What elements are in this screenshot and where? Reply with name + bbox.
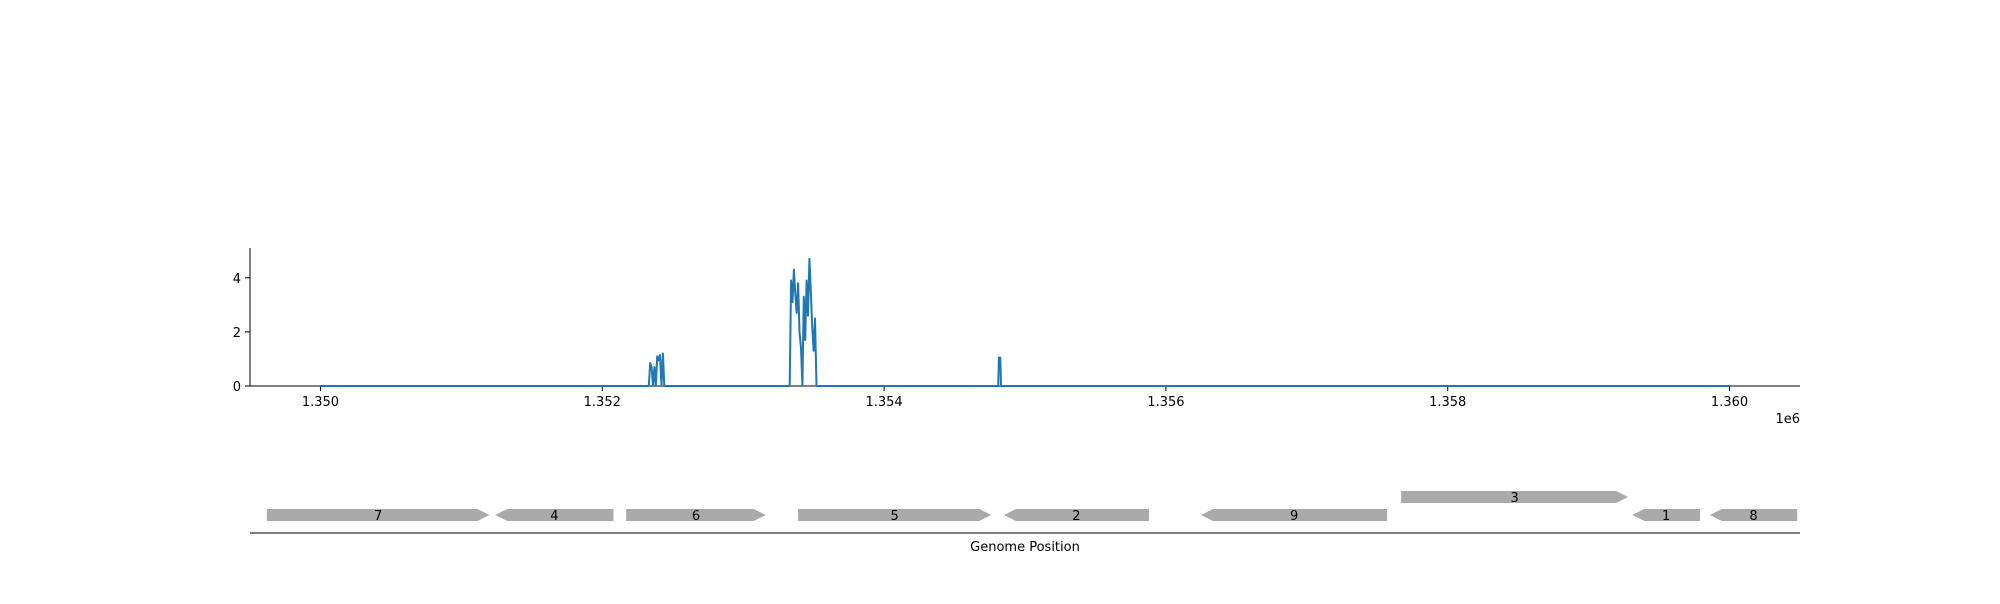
gene-arrow: [495, 509, 614, 521]
x-tick-label: 1.358: [1429, 395, 1466, 410]
x-tick-label: 1.354: [865, 395, 902, 410]
gene-label: 7: [374, 509, 382, 524]
gene-label: 6: [692, 509, 700, 524]
gene-label: 8: [1749, 509, 1757, 524]
x-tick-label: 1.360: [1711, 395, 1748, 410]
gene-label: 9: [1290, 509, 1298, 524]
x-axis-label: Genome Position: [970, 540, 1080, 555]
gene-label: 3: [1511, 491, 1519, 506]
genes: 7 4 6 5 2 9 3 1 8: [266, 491, 1798, 524]
y-tick-label: 4: [233, 272, 241, 287]
coverage-plot: 0 2 4 1.350 1.352 1.354 1.356 1.358 1.360 1e6: [233, 248, 1800, 427]
x-tick-label: 1.352: [584, 395, 621, 410]
gene-arrow: [798, 509, 992, 521]
x-tick-label: 1.356: [1147, 395, 1184, 410]
gene-label: 4: [550, 509, 558, 524]
gene-arrow: [266, 509, 490, 521]
gene-label: 5: [891, 509, 899, 524]
gene-arrow: [1201, 509, 1388, 521]
x-ticks: 1.350 1.352 1.354 1.356 1.358 1.360: [302, 386, 1748, 410]
gene-arrow: [1709, 509, 1798, 521]
coverage-line: [320, 257, 1730, 387]
x-offset-label: 1e6: [1775, 412, 1800, 427]
y-ticks: 0 2 4: [233, 272, 250, 395]
gene-label: 1: [1662, 509, 1670, 524]
x-tick-label: 1.350: [302, 395, 339, 410]
gene-arrow: [1003, 509, 1149, 521]
y-tick-label: 2: [233, 326, 241, 341]
y-tick-label: 0: [233, 380, 241, 395]
gene-arrow: [626, 509, 766, 521]
gene-arrow: [1632, 509, 1700, 521]
gene-arrow: [1401, 491, 1629, 503]
gene-track: 7 4 6 5 2 9 3 1 8 Genome Position: [250, 491, 1800, 555]
gene-label: 2: [1072, 509, 1080, 524]
